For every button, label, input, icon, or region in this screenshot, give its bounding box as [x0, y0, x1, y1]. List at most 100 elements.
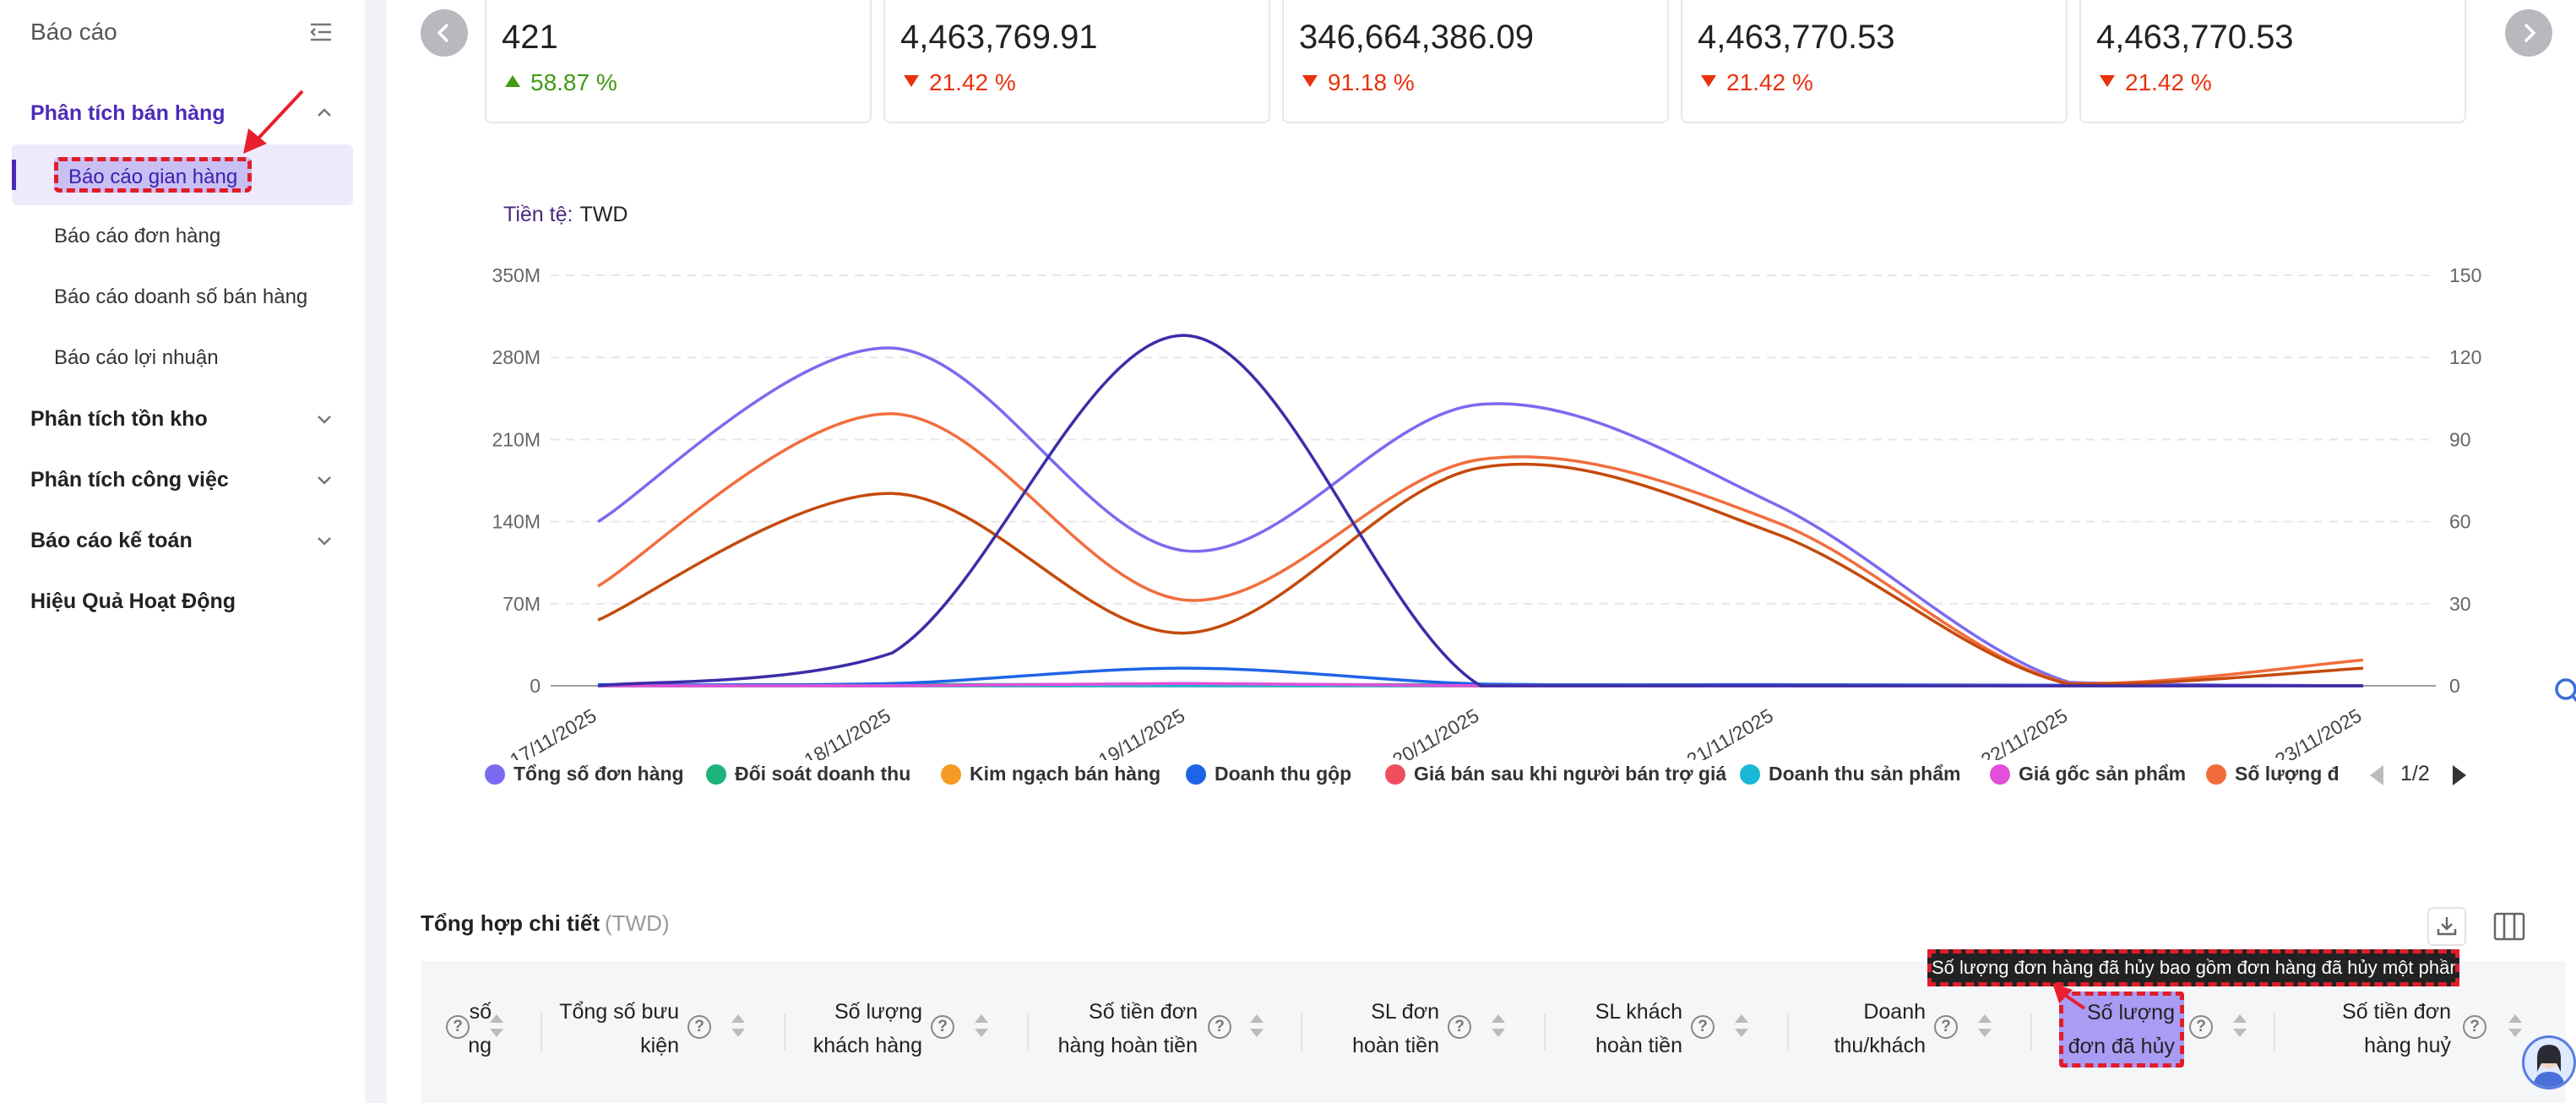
legend-item[interactable]: Kim ngạch bán hàng: [941, 757, 1160, 791]
legend-dot: [1990, 764, 2010, 785]
help-icon[interactable]: ?: [2463, 1015, 2486, 1039]
column-divider: [541, 1013, 542, 1051]
column-header[interactable]: SL đơn hoàn tiền ?: [1302, 961, 1547, 1103]
sidebar-group-sales-analysis[interactable]: Phân tích bán hàng: [30, 96, 334, 130]
sort-icon[interactable]: [1490, 1012, 1507, 1042]
help-icon[interactable]: ?: [446, 1015, 470, 1039]
sidebar-group-performance[interactable]: Hiệu Quả Hoạt Động: [30, 584, 334, 618]
column-divider: [2274, 1013, 2275, 1051]
sidebar-group-accounting[interactable]: Báo cáo kế toán: [30, 524, 334, 557]
series-line: [597, 334, 2363, 687]
y-tick-label: 0: [530, 675, 541, 697]
column-header[interactable]: Tổng số bưu kiện ?: [542, 961, 787, 1103]
sidebar-group-label: Phân tích bán hàng: [30, 101, 226, 125]
kpi-card: 346,664,386.09 91.18 %: [1282, 0, 1669, 123]
kpi-prev-button[interactable]: [421, 9, 468, 57]
download-button[interactable]: [2427, 907, 2466, 946]
currency-label: Tiền tệ: TWD: [503, 203, 628, 227]
sort-icon[interactable]: [973, 1012, 990, 1042]
line-chart: 0 70M 140M 210M 280M 350M 0 30 60 90 120 150 17/11/2…: [492, 264, 2481, 760]
currency-value: TWD: [579, 203, 628, 226]
sidebar-item-store-report[interactable]: Báo cáo gian hàng: [12, 144, 353, 205]
legend-item[interactable]: Giá bán sau khi người bán trợ giá: [1385, 757, 1726, 791]
legend-label: Kim ngạch bán hàng: [970, 763, 1161, 785]
legend-item[interactable]: Giá gốc sản phẩm: [1990, 757, 2186, 791]
columns-icon[interactable]: [2490, 907, 2529, 946]
column-divider: [1027, 1013, 1029, 1051]
column-label-line2: kiện: [640, 1034, 679, 1057]
legend-item[interactable]: Doanh thu sản phẩm: [1740, 757, 1960, 791]
y-tick-label: 210M: [492, 428, 541, 450]
sidebar-group-work[interactable]: Phân tích công việc: [30, 463, 334, 497]
legend-item[interactable]: Doanh thu gộp: [1186, 757, 1351, 791]
column-label: Số lượng khách hàng: [813, 995, 922, 1062]
download-icon: [2437, 917, 2457, 936]
help-icon[interactable]: ?: [2189, 1015, 2213, 1039]
sidebar-item-order-report[interactable]: Báo cáo đơn hàng: [54, 225, 221, 247]
sort-icon[interactable]: [1733, 1012, 1750, 1042]
sort-icon[interactable]: [1976, 1012, 1993, 1042]
trend-up-icon: [505, 75, 520, 87]
sort-icon[interactable]: [488, 1012, 505, 1042]
column-label: Số lượng đơn đã hủy: [2058, 992, 2184, 1068]
collapse-menu-icon[interactable]: [307, 20, 334, 44]
kpi-value: 4,463,769.91: [900, 19, 1098, 56]
trend-down-icon: [1701, 75, 1716, 87]
legend-label: Đối soát doanh thu: [735, 763, 911, 785]
search-icon[interactable]: [2547, 676, 2576, 709]
chevron-down-icon: [318, 476, 331, 485]
legend-dot: [1186, 764, 1206, 785]
column-header[interactable]: Số tiền đơn hàng hoàn tiền ?: [1029, 961, 1304, 1103]
help-icon[interactable]: ?: [1448, 1015, 1471, 1039]
y-tick-label: 280M: [492, 346, 541, 368]
sort-icon[interactable]: [2507, 1012, 2524, 1042]
main-panel: 421 58.87 % 4,463,769.91 21.42 % 346,664…: [387, 0, 2576, 1103]
sort-icon[interactable]: [730, 1012, 747, 1042]
y-tick-label: 140M: [492, 511, 541, 533]
help-icon[interactable]: ?: [931, 1015, 954, 1039]
trend-down-icon: [904, 75, 919, 87]
legend-item[interactable]: Số lượng đơn: [2206, 757, 2338, 791]
legend-next-icon[interactable]: [2453, 765, 2466, 785]
help-icon[interactable]: ?: [687, 1015, 711, 1039]
kpi-value: 421: [502, 19, 558, 56]
column-header[interactable]: số ng ?: [421, 961, 542, 1103]
column-header[interactable]: SL khách hoàn tiền ?: [1546, 961, 1791, 1103]
legend-label: Số lượng đơn: [2235, 763, 2338, 785]
legend-label: Doanh thu gộp: [1215, 763, 1352, 785]
sidebar-title: Báo cáo: [30, 19, 117, 45]
column-header[interactable]: Doanh thu/khách ?: [1789, 961, 2034, 1103]
series-line: [597, 346, 2364, 687]
legend-item[interactable]: Tổng số đơn hàng: [485, 757, 684, 791]
legend-item[interactable]: Đối soát doanh thu: [706, 757, 910, 791]
column-divider: [2030, 1013, 2032, 1051]
sort-icon[interactable]: [2231, 1012, 2248, 1042]
legend-dot: [485, 764, 505, 785]
help-icon[interactable]: ?: [1208, 1015, 1231, 1039]
avatar-icon: [2533, 1045, 2565, 1087]
sidebar-header: Báo cáo: [30, 17, 334, 47]
trend-down-icon: [2100, 75, 2115, 87]
legend-dot: [2206, 764, 2226, 785]
column-header-canceled-orders[interactable]: Số lượng đơn đã hủy ?: [2032, 961, 2277, 1103]
column-label: SL đơn hoàn tiền: [1352, 995, 1439, 1062]
kpi-change: 21.42 %: [1701, 69, 1813, 96]
legend-dot: [941, 764, 961, 785]
kpi-next-button[interactable]: [2505, 9, 2552, 57]
kpi-change-value: 58.87 %: [530, 69, 617, 95]
column-label-line2: hàng huỷ: [2364, 1034, 2451, 1057]
sidebar-item-profit-report[interactable]: Báo cáo lợi nhuận: [54, 346, 219, 369]
kpi-change: 21.42 %: [904, 69, 1016, 96]
legend-prev-icon[interactable]: [2370, 765, 2383, 785]
sidebar-item-sales-report[interactable]: Báo cáo doanh số bán hàng: [54, 285, 308, 308]
kpi-value: 346,664,386.09: [1299, 19, 1535, 56]
column-header[interactable]: Số tiền đơn hàng huỷ ?: [2275, 961, 2566, 1103]
support-avatar[interactable]: [2522, 1035, 2576, 1089]
column-label-line1: Số tiền đơn: [2342, 1000, 2451, 1024]
sort-icon[interactable]: [1248, 1012, 1265, 1042]
help-icon[interactable]: ?: [1691, 1015, 1715, 1039]
sidebar-group-inventory[interactable]: Phân tích tồn kho: [30, 402, 334, 436]
column-tooltip: Số lượng đơn hàng đã hủy bao gồm đơn hàn…: [1927, 949, 2459, 986]
column-header[interactable]: Số lượng khách hàng ?: [785, 961, 1030, 1103]
help-icon[interactable]: ?: [1934, 1015, 1958, 1039]
